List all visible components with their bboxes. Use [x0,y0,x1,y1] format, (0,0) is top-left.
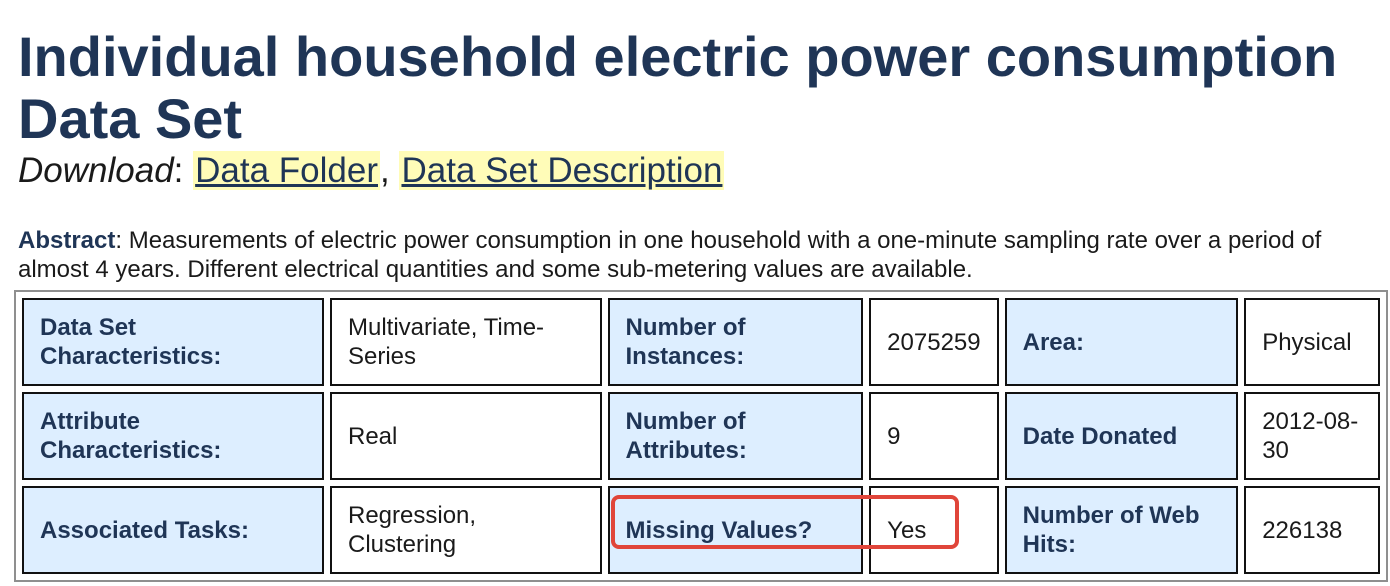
date-donated-value: 2012-08-30 [1244,392,1380,480]
date-donated-label: Date Donated [1004,392,1239,480]
associated-tasks-label: Associated Tasks: [22,486,324,574]
attribute-characteristics-value: Real [330,392,602,480]
number-of-web-hits-label: Number of Web Hits: [1004,486,1239,574]
abstract-label: Abstract [18,227,116,254]
area-value: Physical [1244,298,1380,386]
page-title: Individual household electric power cons… [18,25,1338,150]
number-of-web-hits-value: 226138 [1244,486,1380,574]
data-folder-link[interactable]: Data Folder [193,151,380,190]
number-of-instances-label: Number of Instances: [607,298,864,386]
abstract: Abstract: Measurements of electric power… [18,226,1368,284]
download-label: Download [18,151,174,190]
table-row: Attribute Characteristics: Real Number o… [22,392,1380,480]
abstract-text: : Measurements of electric power consump… [18,227,1322,283]
data-set-characteristics-value: Multivariate, Time-Series [330,298,602,386]
table-row: Associated Tasks: Regression, Clustering… [22,486,1380,574]
number-of-attributes-value: 9 [869,392,999,480]
associated-tasks-value: Regression, Clustering [330,486,602,574]
number-of-attributes-label: Number of Attributes: [607,392,864,480]
missing-values-value: Yes [869,486,999,574]
download-separator: : [173,151,184,190]
data-set-characteristics-label: Data Set Characteristics: [22,298,324,386]
download-line: Download: Data Folder, Data Set Descript… [18,150,725,192]
number-of-instances-value: 2075259 [869,298,999,386]
area-label: Area: [1004,298,1239,386]
download-comma: , [380,151,390,190]
attribute-characteristics-label: Attribute Characteristics: [22,392,324,480]
data-set-description-link[interactable]: Data Set Description [399,151,725,190]
missing-values-label: Missing Values? [607,486,864,574]
table-row: Data Set Characteristics: Multivariate, … [22,298,1380,386]
data-set-info-table: Data Set Characteristics: Multivariate, … [14,290,1388,582]
